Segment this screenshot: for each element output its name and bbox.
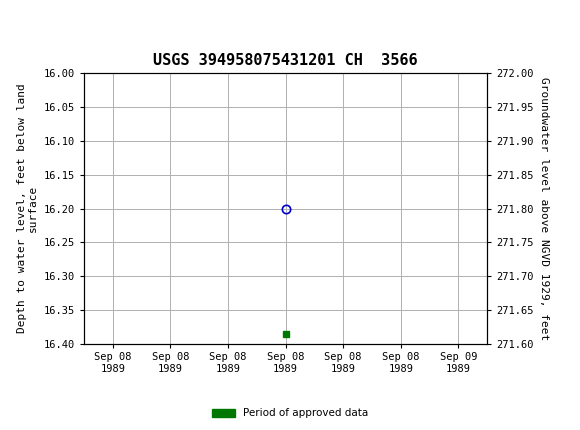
Y-axis label: Groundwater level above NGVD 1929, feet: Groundwater level above NGVD 1929, feet: [539, 77, 549, 340]
Y-axis label: Depth to water level, feet below land
surface: Depth to water level, feet below land su…: [17, 84, 38, 333]
Title: USGS 394958075431201 CH  3566: USGS 394958075431201 CH 3566: [153, 53, 418, 68]
Legend: Period of approved data: Period of approved data: [208, 404, 372, 423]
Text: ≡ USGS: ≡ USGS: [6, 7, 82, 25]
